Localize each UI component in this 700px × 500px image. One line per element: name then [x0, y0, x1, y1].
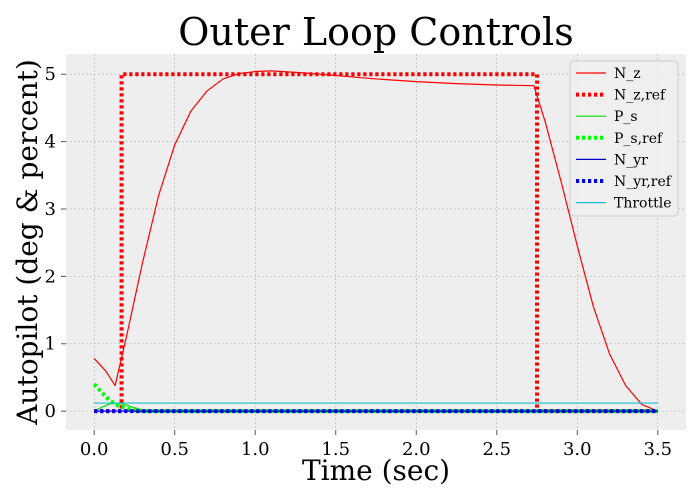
y-tick-label: 3	[45, 199, 56, 220]
ticks: 0.0 0.5 1.0 1.5 2.0 2.5 3.0 3.5 0 1 2 3 4 5	[45, 64, 673, 460]
legend-label: N_yr	[614, 152, 648, 168]
legend-label: N_yr,ref	[614, 174, 673, 190]
y-tick-label: 1	[45, 334, 56, 355]
y-tick-label: 0	[45, 401, 56, 422]
x-tick-label: 2.5	[482, 439, 511, 460]
legend-label: P_s,ref	[614, 131, 664, 147]
x-tick-label: 0.5	[160, 439, 189, 460]
y-tick-label: 5	[45, 64, 56, 85]
legend-label: P_s	[614, 109, 638, 125]
y-axis-label: Autopilot (deg & percent)	[11, 59, 44, 426]
x-tick-label: 3.5	[643, 439, 672, 460]
y-tick-label: 2	[45, 266, 56, 287]
x-tick-label: 1.5	[321, 439, 350, 460]
series-line-n-z	[93, 70, 659, 412]
x-axis-label: Time (sec)	[302, 454, 450, 487]
legend: N_z N_z,ref P_s P_s,ref N_yr N_yr,ref Throttle	[569, 60, 679, 217]
legend-frame	[569, 60, 679, 217]
legend-label: N_z,ref	[614, 88, 667, 104]
x-tick-label: 0.0	[80, 439, 109, 460]
series-group	[92, 70, 659, 414]
y-tick-label: 4	[45, 132, 56, 153]
x-tick-label: 3.0	[563, 439, 592, 460]
chart-title: Outer Loop Controls	[178, 10, 573, 54]
legend-label: Throttle	[614, 196, 672, 212]
legend-label: N_z	[614, 66, 641, 82]
x-tick-label: 2.0	[402, 439, 431, 460]
x-tick-label: 1.0	[241, 439, 270, 460]
